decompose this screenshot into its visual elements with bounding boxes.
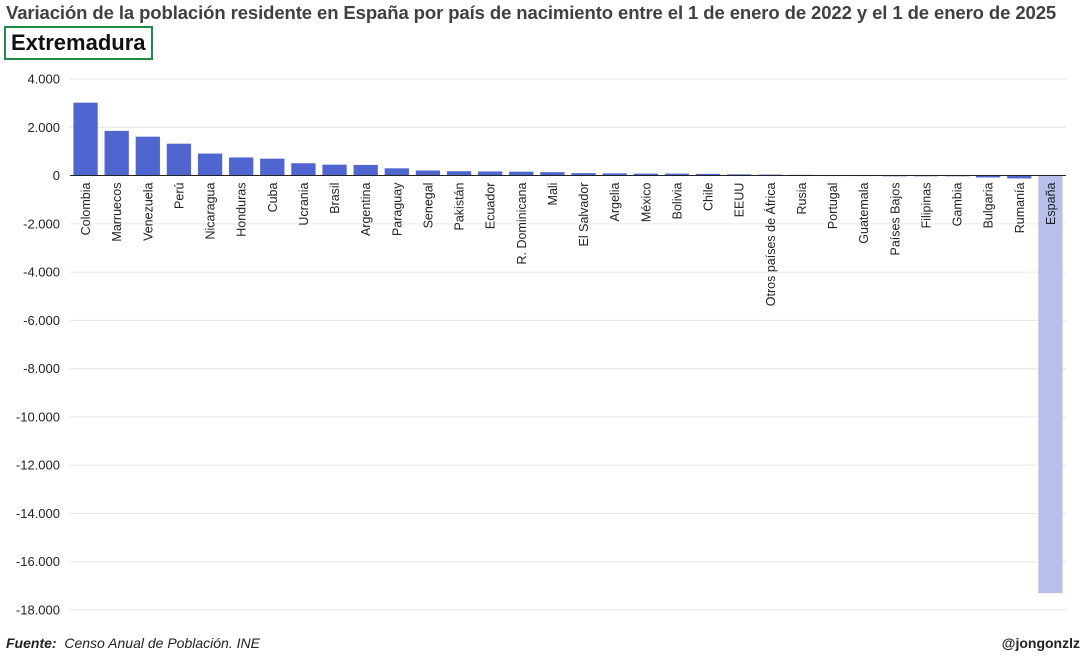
y-tick-label: -16.000 bbox=[16, 554, 60, 569]
category-label: Venezuela bbox=[141, 183, 155, 241]
y-tick-label: 0 bbox=[53, 168, 60, 183]
bar-chart: 4.000 2.000 0 -2.000 -4.000 -6.000 -8.000 -10.0… bbox=[16, 72, 1066, 618]
bar bbox=[976, 175, 1001, 178]
y-tick-label: 2.000 bbox=[27, 120, 60, 135]
y-tick-label: -10.000 bbox=[16, 409, 60, 424]
bar bbox=[509, 171, 534, 176]
bar bbox=[322, 164, 347, 176]
category-label: Argelia bbox=[608, 183, 622, 222]
bar bbox=[415, 170, 441, 176]
category-label: Senegal bbox=[421, 183, 435, 229]
category-label: Colombia bbox=[79, 183, 93, 236]
category-label: Brasil bbox=[328, 183, 342, 214]
y-tick-label: -18.000 bbox=[16, 603, 60, 618]
bar bbox=[135, 136, 160, 176]
y-tick-label: -12.000 bbox=[16, 458, 60, 473]
category-label: Gambia bbox=[951, 183, 965, 227]
bar bbox=[664, 173, 690, 176]
y-tick-label: -2.000 bbox=[23, 216, 60, 231]
bar bbox=[197, 153, 223, 176]
y-tick-label: -8.000 bbox=[23, 361, 60, 376]
bar bbox=[446, 171, 472, 176]
category-label: Marruecos bbox=[110, 183, 124, 242]
source-label: Fuente: bbox=[6, 635, 57, 651]
category-label: Argentina bbox=[359, 183, 373, 237]
bar bbox=[166, 143, 192, 176]
category-label: España bbox=[1044, 183, 1058, 225]
category-label: Bulgaria bbox=[982, 183, 996, 229]
region-badge: Extremadura bbox=[4, 26, 153, 60]
bar bbox=[478, 171, 503, 176]
bar bbox=[291, 163, 316, 176]
category-label: Paraguay bbox=[390, 182, 404, 236]
category-label: Pakistán bbox=[453, 183, 467, 231]
category-label: Rusia bbox=[795, 183, 809, 215]
bar bbox=[633, 173, 658, 176]
source-note: Fuente: Censo Anual de Población. INE bbox=[6, 635, 260, 651]
category-label: México bbox=[639, 182, 653, 222]
bar bbox=[602, 173, 627, 176]
category-label: Perú bbox=[172, 182, 186, 208]
bar bbox=[695, 173, 721, 176]
bar bbox=[104, 130, 129, 176]
category-label: Rumanía bbox=[1013, 183, 1027, 234]
bar bbox=[540, 172, 565, 176]
category-label: Nicaragua bbox=[204, 183, 218, 240]
category-label: Ecuador bbox=[484, 183, 498, 230]
category-label: Guatemala bbox=[857, 183, 871, 244]
bar bbox=[229, 157, 254, 176]
chart-title: Variación de la población residente en E… bbox=[6, 2, 1057, 23]
y-tick-label: -14.000 bbox=[16, 506, 60, 521]
category-label: Honduras bbox=[235, 183, 249, 237]
bar bbox=[353, 164, 378, 176]
bar bbox=[1038, 175, 1063, 594]
category-label: Ucrania bbox=[297, 183, 311, 226]
y-tick-label: 4.000 bbox=[27, 72, 60, 87]
category-label: Otros países de África bbox=[763, 183, 778, 307]
y-tick-label: -6.000 bbox=[23, 313, 60, 328]
bar bbox=[384, 168, 409, 176]
category-label: Chile bbox=[702, 183, 716, 212]
category-label: EEUU bbox=[733, 183, 747, 218]
bar bbox=[73, 102, 98, 176]
category-label: Filipinas bbox=[919, 183, 933, 229]
category-label: El Salvador bbox=[577, 183, 591, 247]
category-label: R. Dominicana bbox=[515, 183, 529, 265]
category-label: Mali bbox=[546, 183, 560, 206]
category-label: Países Bajos bbox=[888, 183, 902, 256]
category-label: Portugal bbox=[826, 183, 840, 230]
bar bbox=[571, 173, 596, 176]
bar bbox=[727, 174, 752, 176]
bar bbox=[260, 158, 285, 176]
category-label: Bolivia bbox=[670, 183, 684, 220]
y-tick-label: -4.000 bbox=[23, 265, 60, 280]
source-text: Censo Anual de Población. INE bbox=[64, 635, 260, 651]
bar bbox=[1007, 175, 1032, 179]
author-handle: @jongonzlz bbox=[1001, 635, 1080, 651]
category-label: Cuba bbox=[266, 183, 280, 213]
